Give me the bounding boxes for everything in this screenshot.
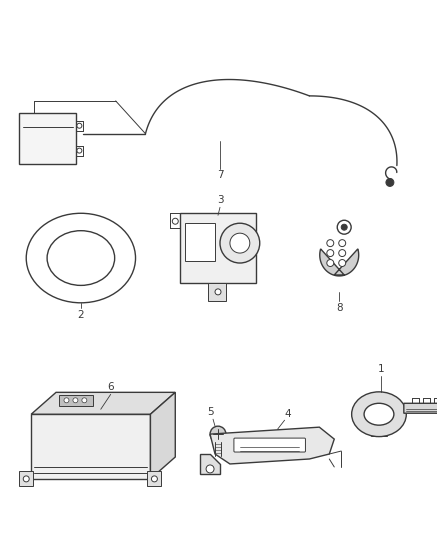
Circle shape — [152, 476, 157, 482]
Ellipse shape — [47, 231, 115, 285]
Text: 1: 1 — [378, 365, 384, 375]
Bar — [19, 471, 33, 486]
Ellipse shape — [364, 403, 394, 425]
Bar — [185, 223, 215, 261]
Circle shape — [339, 249, 346, 256]
Circle shape — [206, 465, 214, 473]
Circle shape — [339, 260, 346, 266]
Polygon shape — [210, 427, 334, 464]
Bar — [208, 283, 226, 301]
Circle shape — [210, 426, 226, 442]
Circle shape — [327, 249, 334, 256]
Bar — [148, 471, 161, 486]
Circle shape — [386, 179, 394, 187]
Polygon shape — [31, 392, 175, 414]
Polygon shape — [200, 454, 220, 474]
Bar — [180, 213, 256, 283]
Ellipse shape — [26, 213, 135, 303]
Polygon shape — [59, 395, 93, 406]
Text: 7: 7 — [217, 171, 223, 181]
Circle shape — [341, 224, 347, 230]
Circle shape — [327, 260, 334, 266]
Circle shape — [23, 476, 29, 482]
Circle shape — [64, 398, 69, 403]
Circle shape — [82, 398, 87, 403]
Text: 6: 6 — [107, 382, 114, 392]
Text: 5: 5 — [207, 407, 213, 417]
Text: 8: 8 — [336, 303, 343, 313]
Text: 2: 2 — [78, 310, 84, 320]
Text: 3: 3 — [217, 196, 223, 205]
Circle shape — [77, 148, 82, 153]
Circle shape — [172, 218, 178, 224]
Text: 4: 4 — [284, 409, 291, 419]
Circle shape — [215, 289, 221, 295]
Bar — [19, 113, 76, 164]
Circle shape — [337, 220, 351, 234]
Polygon shape — [31, 414, 150, 479]
Polygon shape — [320, 249, 359, 276]
Polygon shape — [150, 392, 175, 479]
Circle shape — [230, 233, 250, 253]
FancyBboxPatch shape — [234, 438, 305, 452]
Circle shape — [77, 123, 82, 128]
Ellipse shape — [352, 392, 406, 437]
Circle shape — [339, 240, 346, 247]
Circle shape — [220, 223, 260, 263]
Circle shape — [327, 240, 334, 247]
Polygon shape — [404, 403, 438, 413]
Circle shape — [73, 398, 78, 403]
